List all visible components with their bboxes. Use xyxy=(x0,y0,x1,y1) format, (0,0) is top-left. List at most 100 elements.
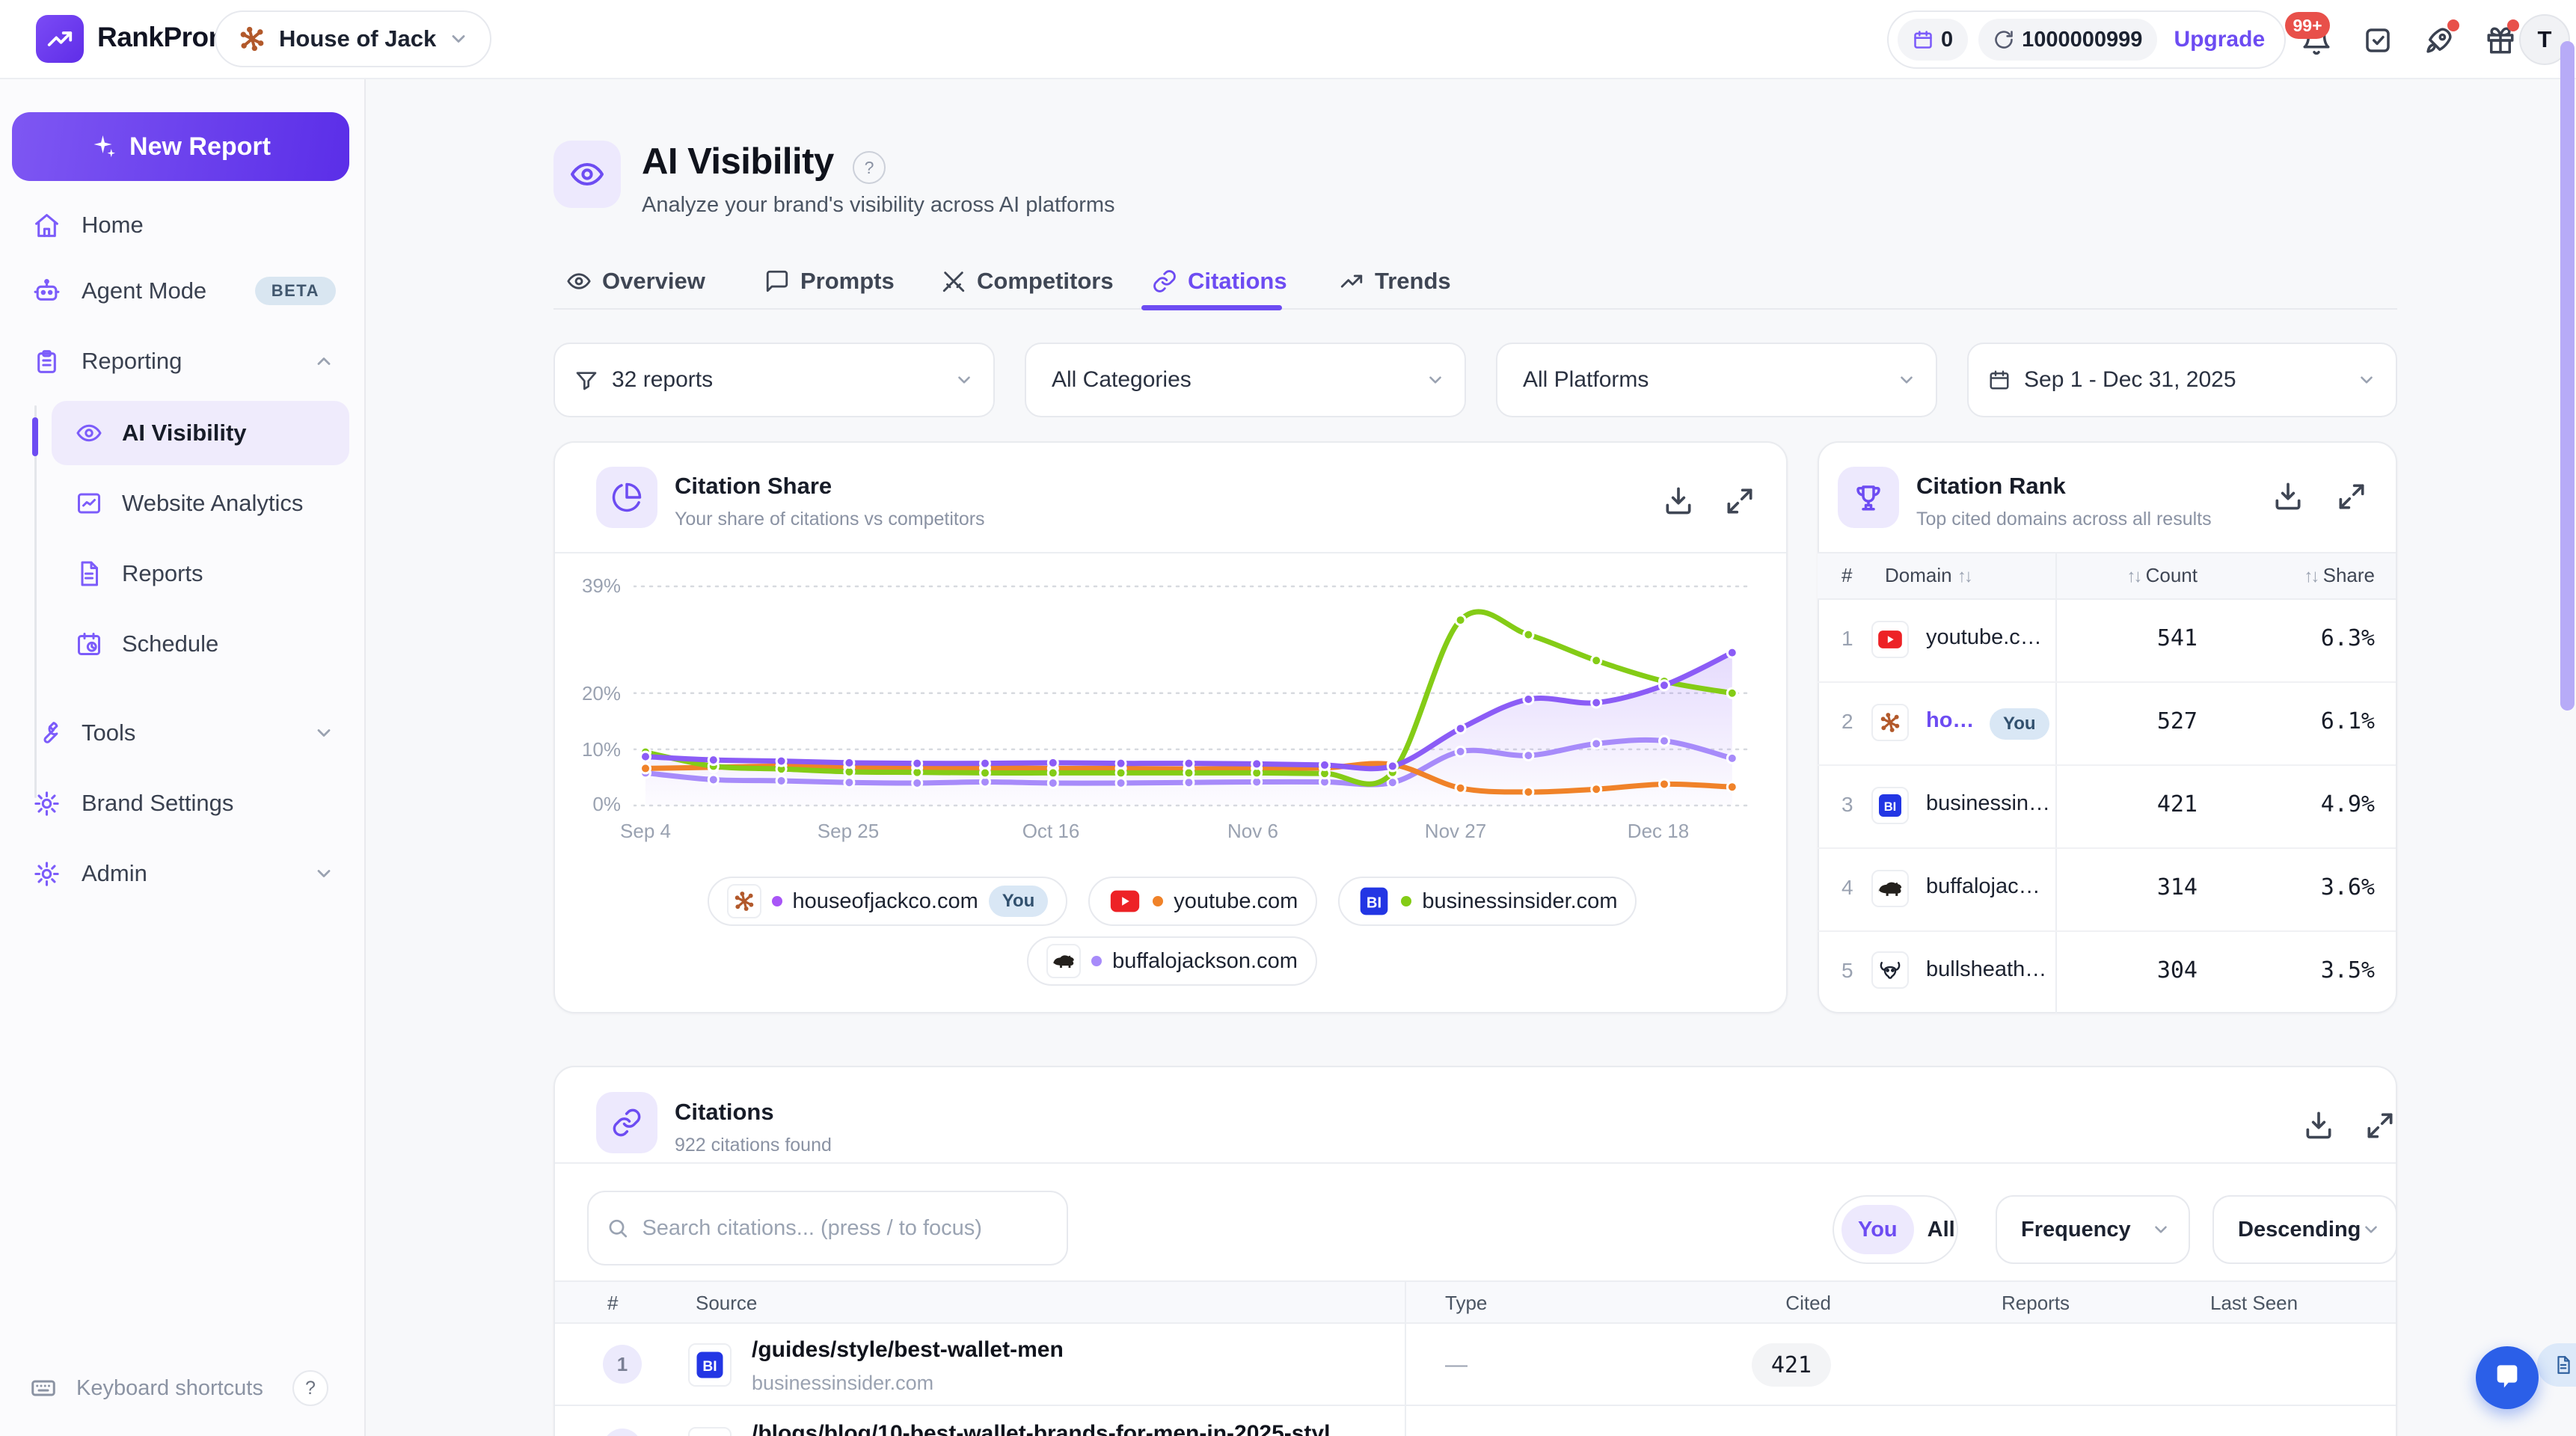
subnav-active-indicator xyxy=(32,417,38,456)
rank-row-5[interactable]: 5 bullsheath… 304 3.5% xyxy=(1818,932,2396,1012)
citation-source-path[interactable]: /blogs/blog/10-best-wallet-brands-for-me… xyxy=(752,1421,1331,1436)
sort-icon: ↑↓ xyxy=(1957,566,1973,586)
search-icon xyxy=(609,1219,628,1238)
rank-share: 6.1% xyxy=(2320,708,2375,734)
eye-icon xyxy=(571,163,604,185)
filter-platforms-select[interactable]: All Platforms xyxy=(1496,343,1937,417)
sidebar-item-label: Reports xyxy=(122,560,203,586)
filter-value: Sep 1 - Dec 31, 2025 xyxy=(2024,367,2236,392)
sort-order-select[interactable]: Descending xyxy=(2212,1195,2397,1264)
workspace-name: House of Jack xyxy=(279,25,437,52)
cited-col-header: Cited xyxy=(1785,1292,1831,1314)
page-help-icon[interactable]: ? xyxy=(853,151,886,184)
rank-number: 1 xyxy=(1841,627,1853,650)
youtube-favicon xyxy=(1111,890,1140,912)
funnel-icon xyxy=(576,372,597,390)
tab-overview[interactable]: Overview xyxy=(566,257,705,305)
rank-row-4[interactable]: 4 buffalojac… 314 3.6% xyxy=(1818,849,2396,932)
expand-icon[interactable] xyxy=(2335,480,2368,513)
citation-row-1[interactable]: 1 BI /guides/style/best-wallet-men busin… xyxy=(555,1324,2576,1406)
rocket-icon[interactable] xyxy=(2423,25,2455,56)
sidebar-item-brand-settings[interactable]: Brand Settings xyxy=(12,774,354,832)
rank-count: 541 xyxy=(2156,625,2198,651)
citation-source-domain: businessinsider.com xyxy=(752,1372,934,1394)
keyboard-shortcuts-label[interactable]: Keyboard shortcuts xyxy=(76,1375,263,1400)
download-icon[interactable] xyxy=(1662,485,1695,518)
top-bar: RankPrompt House of Jack 0 1000000999 Up… xyxy=(0,0,2576,79)
rank-row-3[interactable]: 3 BI businessin… 421 4.9% xyxy=(1818,766,2396,849)
businessinsider-favicon: BI xyxy=(1361,887,1388,915)
chat-widget-button[interactable] xyxy=(2476,1346,2539,1409)
legend-item-houseofjackco[interactable]: houseofjackco.com You xyxy=(707,877,1068,926)
tab-competitors[interactable]: Competitors xyxy=(941,257,1114,305)
legend-label: businessinsider.com xyxy=(1422,889,1618,913)
sidebar-item-reporting[interactable]: Reporting xyxy=(12,332,354,390)
sidebar-item-reports[interactable]: Reports xyxy=(52,541,349,606)
rank-table-header: # Domain ↑↓ ↑↓ Count ↑↓ Share xyxy=(1818,552,2396,600)
domain-col-header[interactable]: Domain ↑↓ xyxy=(1885,564,1973,586)
upgrade-link[interactable]: Upgrade xyxy=(2174,27,2266,52)
help-button[interactable]: ? xyxy=(292,1370,328,1406)
sidebar-footer: Keyboard shortcuts ? xyxy=(0,1360,364,1417)
buffalo-favicon xyxy=(1871,870,1909,907)
sidebar-item-home[interactable]: Home xyxy=(12,196,354,254)
page-icon-eye xyxy=(553,141,621,208)
page-title: AI Visibility xyxy=(642,141,834,182)
filter-date-range-select[interactable]: Sep 1 - Dec 31, 2025 xyxy=(1967,343,2397,417)
document-icon xyxy=(2557,1356,2570,1374)
sidebar-item-schedule[interactable]: Schedule xyxy=(52,612,349,676)
tab-citations[interactable]: Citations xyxy=(1152,257,1287,305)
gift-icon[interactable] xyxy=(2485,25,2516,56)
filter-value: All Platforms xyxy=(1523,367,1649,392)
filter-categories-select[interactable]: All Categories xyxy=(1025,343,1466,417)
frequency-select[interactable]: Frequency xyxy=(1996,1195,2190,1264)
tasks-icon[interactable] xyxy=(2362,25,2393,56)
download-icon[interactable] xyxy=(2272,480,2304,513)
tab-label: Trends xyxy=(1375,268,1451,294)
citation-row-number: 1 xyxy=(603,1345,642,1384)
sidebar-item-tools[interactable]: Tools xyxy=(12,704,354,762)
rank-table-column-divider xyxy=(2055,552,2057,1013)
reports-remaining-chip[interactable]: 0 xyxy=(1898,19,1969,61)
filter-value: All Categories xyxy=(1052,367,1192,392)
rank-row-2[interactable]: 2 ho… You 527 6.1% xyxy=(1818,683,2396,766)
citation-row-2[interactable]: 2 /blogs/blog/10-best-wallet-brands-for-… xyxy=(555,1408,2396,1436)
legend-item-buffalojackson[interactable]: buffalojackson.com xyxy=(1027,936,1317,986)
refresh-icon xyxy=(1995,31,2013,49)
citation-row-number: 2 xyxy=(603,1429,642,1436)
new-report-button[interactable]: New Report xyxy=(12,112,349,181)
filter-reports-select[interactable]: 32 reports xyxy=(553,343,995,417)
sidebar-item-website-analytics[interactable]: Website Analytics xyxy=(52,471,349,536)
rank-row-1[interactable]: 1 youtube.c… 541 6.3% xyxy=(1818,600,2396,683)
sidebar-item-ai-visibility[interactable]: AI Visibility xyxy=(52,401,349,465)
page-scrollbar-thumb[interactable] xyxy=(2560,41,2575,711)
legend-item-youtube[interactable]: youtube.com xyxy=(1088,877,1318,926)
expand-icon[interactable] xyxy=(1723,485,1756,518)
count-col-header[interactable]: ↑↓ Count xyxy=(2126,564,2198,586)
sidebar-item-agent-mode[interactable]: Agent Mode BETA xyxy=(12,262,354,320)
share-col-header[interactable]: ↑↓ Share xyxy=(2304,564,2375,586)
legend-item-businessinsider[interactable]: BI businessinsider.com xyxy=(1338,877,1637,926)
expand-icon[interactable] xyxy=(2364,1109,2396,1142)
tab-trends[interactable]: Trends xyxy=(1339,257,1451,305)
citations-column-divider xyxy=(1405,1280,1406,1436)
beta-badge: BETA xyxy=(254,277,336,305)
scope-toggle: You All xyxy=(1833,1195,1958,1264)
toggle-you[interactable]: You xyxy=(1841,1205,1914,1254)
citation-source-path[interactable]: /guides/style/best-wallet-men xyxy=(752,1337,1064,1362)
tab-prompts[interactable]: Prompts xyxy=(764,257,895,305)
x-axis-label: Nov 6 xyxy=(1227,820,1278,842)
search-input[interactable] xyxy=(642,1215,1049,1241)
workspace-selector[interactable]: House of Jack xyxy=(215,10,492,67)
trending-up-icon xyxy=(47,31,73,46)
sidebar-item-admin[interactable]: Admin xyxy=(12,844,354,903)
bull-favicon xyxy=(1871,951,1909,989)
download-icon[interactable] xyxy=(2302,1109,2335,1142)
chevron-up-icon xyxy=(317,358,331,365)
toggle-all[interactable]: All xyxy=(1927,1217,1955,1242)
credits-chip[interactable]: 1000000999 xyxy=(1978,19,2158,61)
rank-domain: buffalojac… xyxy=(1926,874,2040,898)
chevron-down-icon xyxy=(317,729,331,737)
rank-count: 314 xyxy=(2156,874,2198,900)
home-icon xyxy=(35,213,58,237)
